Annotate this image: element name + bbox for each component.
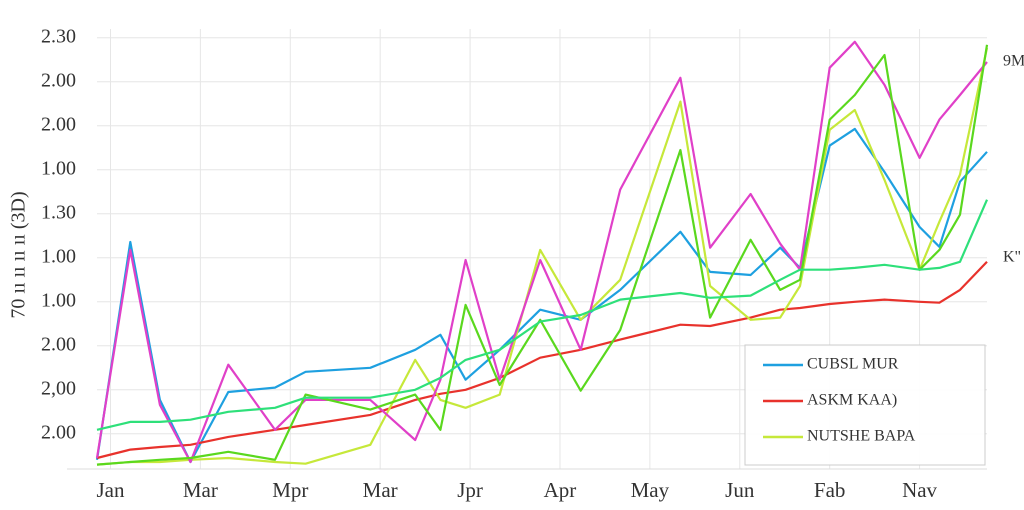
y-tick-label: 1.30 xyxy=(41,201,76,223)
y-tick-label: 1.00 xyxy=(41,245,76,267)
y-tick-label: 2.00 xyxy=(41,333,76,355)
y-tick-label: 2.00 xyxy=(41,69,76,91)
annotation: K" xyxy=(1003,249,1021,266)
x-tick-label: Nav xyxy=(902,478,937,502)
x-tick-label: Jan xyxy=(96,478,124,502)
series-line xyxy=(96,44,989,466)
x-tick-label: Fab xyxy=(814,478,846,502)
x-tick-label: Mar xyxy=(363,478,398,502)
y-tick-label: 2.00 xyxy=(41,113,76,135)
y-tick-label: 2,00 xyxy=(41,377,76,399)
y-tick-label: 2.30 xyxy=(41,25,76,47)
y-tick-label: 1.00 xyxy=(41,157,76,179)
series-line xyxy=(96,199,989,431)
legend-label: NUTSHE BAPA xyxy=(807,428,916,445)
y-tick-label: 2.00 xyxy=(41,421,76,443)
x-tick-label: Mar xyxy=(183,478,218,502)
annotation: 9M xyxy=(1003,53,1024,70)
x-tick-label: Jpr xyxy=(457,478,483,502)
series-line xyxy=(96,47,989,466)
legend-label: CUBSL MUR xyxy=(807,356,899,373)
series-line xyxy=(95,40,988,464)
x-tick-label: Mpr xyxy=(272,478,308,502)
y-axis-label: 70 ıı ıı ıı ıı (3D) xyxy=(8,191,30,318)
x-tick-label: Jun xyxy=(725,478,755,502)
legend-label: ASKM KAA) xyxy=(807,392,897,409)
x-tick-label: Apr xyxy=(544,478,577,502)
y-tick-label: 1.00 xyxy=(41,289,76,311)
x-tick-label: May xyxy=(631,478,670,502)
